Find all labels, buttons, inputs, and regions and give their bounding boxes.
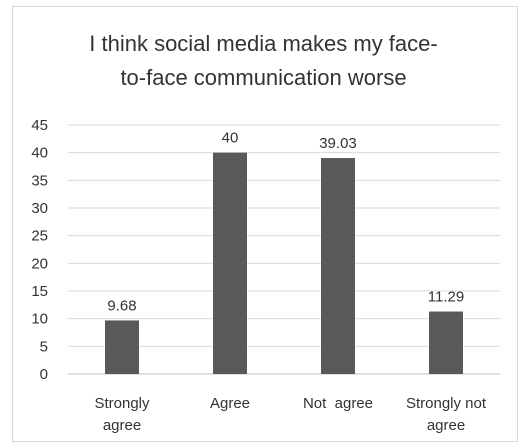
data-label: 40 xyxy=(222,130,239,147)
y-tick-label: 20 xyxy=(31,255,48,272)
y-tick-label: 30 xyxy=(31,200,48,217)
chart-title-line-2: to-face communication worse xyxy=(120,65,407,90)
bar-3 xyxy=(429,311,463,374)
bar-0 xyxy=(105,320,139,374)
x-category-label: Agree xyxy=(210,395,250,412)
y-tick-label: 45 xyxy=(31,117,48,134)
y-tick-label: 0 xyxy=(40,366,48,383)
y-tick-label: 25 xyxy=(31,228,48,245)
y-tick-label: 15 xyxy=(31,283,48,300)
y-tick-label: 5 xyxy=(40,338,48,355)
y-tick-label: 10 xyxy=(31,311,48,328)
data-label: 9.68 xyxy=(107,297,136,314)
x-category-label: Strongly not xyxy=(406,395,487,412)
y-tick-label: 40 xyxy=(31,145,48,162)
data-label: 39.03 xyxy=(319,135,357,152)
chart-title-line-1: I think social media makes my face- xyxy=(89,31,438,56)
x-category-label: Strongly xyxy=(94,395,150,412)
bar-2 xyxy=(321,158,355,374)
x-category-label: Not agree xyxy=(303,395,373,412)
x-category-label: agree xyxy=(427,417,465,434)
bar-1 xyxy=(213,152,247,374)
data-label: 11.29 xyxy=(428,289,464,306)
x-category-label: agree xyxy=(103,417,141,434)
y-tick-label: 35 xyxy=(31,172,48,189)
